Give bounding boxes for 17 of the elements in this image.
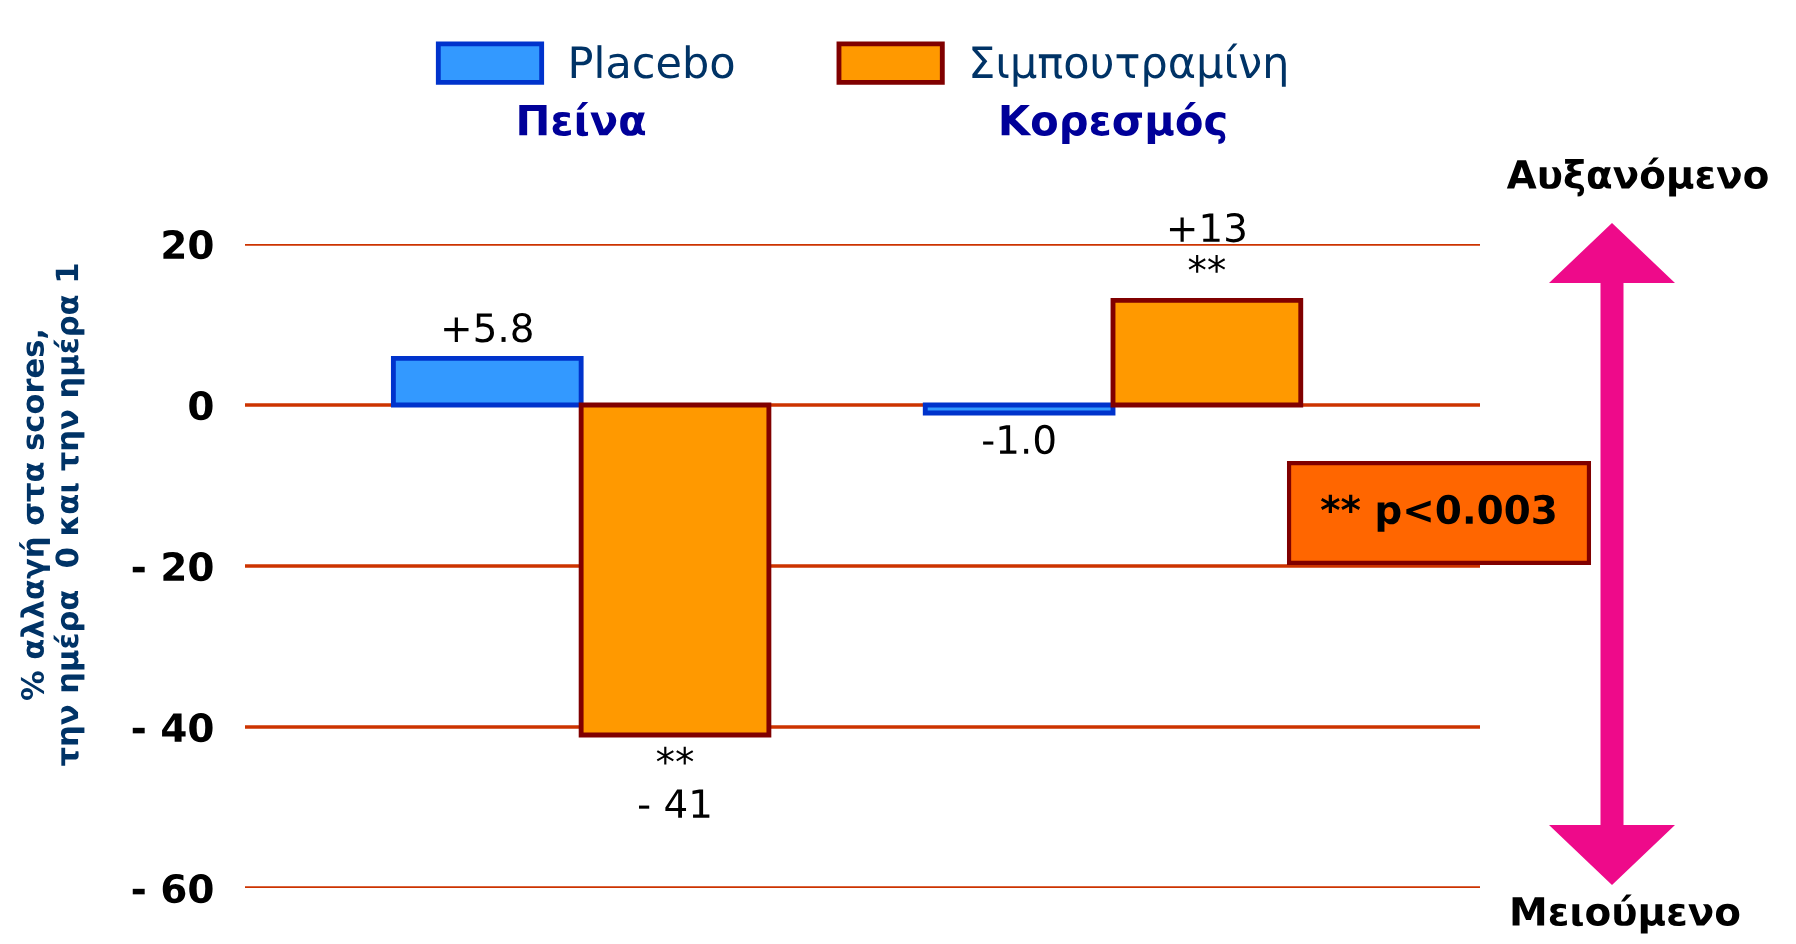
x-tick-label: Κορεσμός [1001, 101, 1226, 144]
x-tick-label: Πείνα [519, 102, 646, 137]
y-tick-label: 20 [163, 229, 213, 260]
data-label: +5.8 [444, 313, 532, 343]
text: Αυξανόμενο [1506, 157, 1768, 197]
annotation: ** p<0.003 [1320, 494, 1555, 532]
data-label: -1.0 [983, 424, 1055, 455]
data-label: +13 ** [1169, 213, 1245, 273]
y-tick-label: 0 [189, 390, 213, 421]
text: Μειούμενο [1512, 894, 1740, 934]
legend-label: Placebo [571, 45, 734, 79]
data-label: ** - 41 [638, 746, 710, 818]
y-tick-label: - 40 [132, 712, 213, 743]
y-tick-label: - 20 [132, 551, 213, 582]
legend-label: Σιμπουτραμίνη [972, 43, 1286, 87]
y-axis-title: % αλλαγή στα scores, την ημέρα 0 και την ημέρα 1 [19, 264, 85, 766]
y-tick-label: - 60 [132, 873, 213, 904]
